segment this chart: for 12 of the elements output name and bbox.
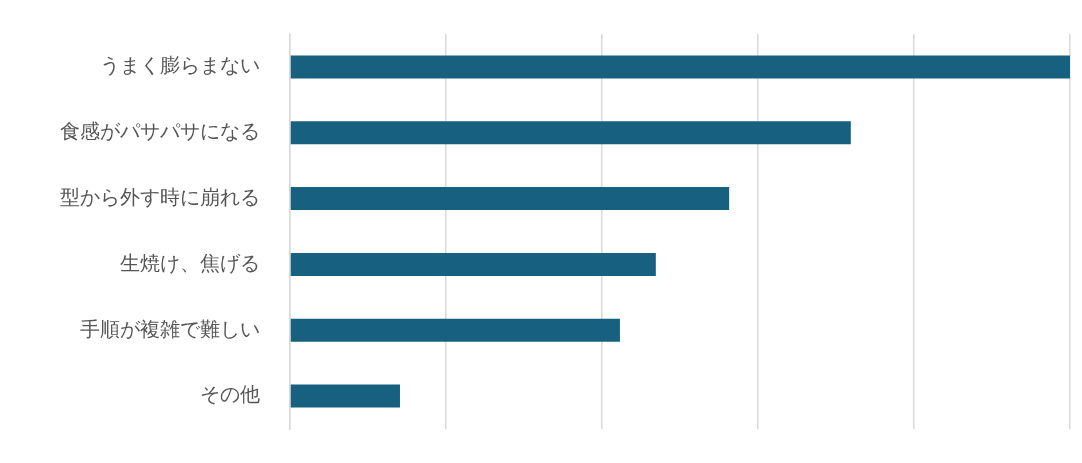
y-tick-label: 食感がパサパサになる [60, 120, 260, 142]
y-tick-label: 型から外す時に崩れる [60, 185, 260, 208]
y-tick-label: その他 [200, 383, 260, 406]
y-tick-label: 手順が複雑で難しい [80, 317, 260, 340]
bar [290, 55, 1070, 79]
bar [290, 187, 730, 211]
bar [290, 252, 656, 276]
bar [290, 121, 851, 145]
y-tick-label: 生焼け、焦げる [120, 251, 260, 274]
bar [290, 318, 620, 342]
bar [290, 384, 400, 408]
y-tick-label: うまく膨らまない [100, 54, 260, 77]
